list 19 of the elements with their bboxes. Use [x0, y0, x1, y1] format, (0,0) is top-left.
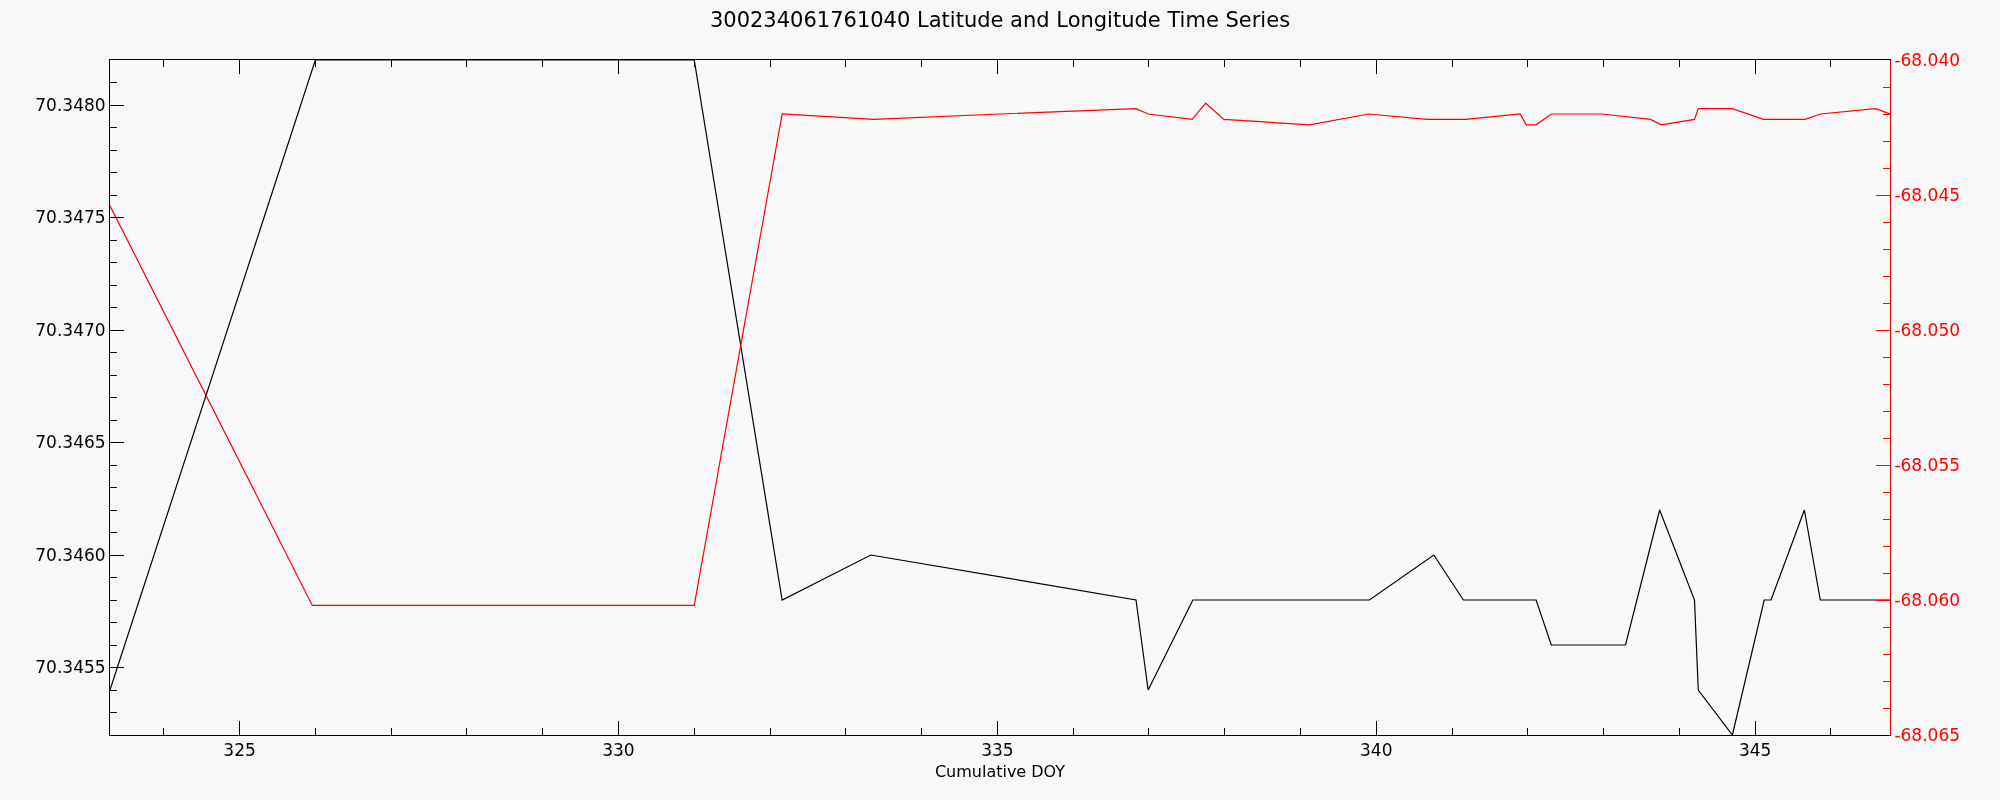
y-tick-label: 70.3465	[35, 432, 106, 453]
y-tick-label: 70.3475	[35, 207, 106, 228]
x-tick-label: 345	[1738, 740, 1772, 761]
y2-tick-label: -68.040	[1894, 49, 1961, 70]
x-tick-label: 330	[602, 740, 635, 761]
x-axis-title: Cumulative DOY	[934, 762, 1066, 782]
chart-title: 300234061761040 Latitude and Longitude Time Series	[709, 7, 1291, 32]
x-tick-label: 325	[223, 740, 256, 761]
x-tick-label: 340	[1360, 740, 1393, 761]
y-tick-label: 70.3460	[35, 544, 106, 565]
y-tick-label: 70.3480	[35, 94, 106, 115]
y2-tick-label: -68.045	[1894, 184, 1961, 205]
y2-tick-label: -68.060	[1894, 589, 1961, 610]
x-tick-label: 335	[981, 740, 1014, 761]
y2-tick-label: -68.065	[1894, 724, 1961, 745]
y2-tick-label: -68.050	[1894, 319, 1961, 340]
y2-tick-label: -68.055	[1894, 454, 1961, 475]
y-tick-label: 70.3470	[35, 319, 106, 340]
y-tick-label: 70.3455	[35, 657, 106, 678]
